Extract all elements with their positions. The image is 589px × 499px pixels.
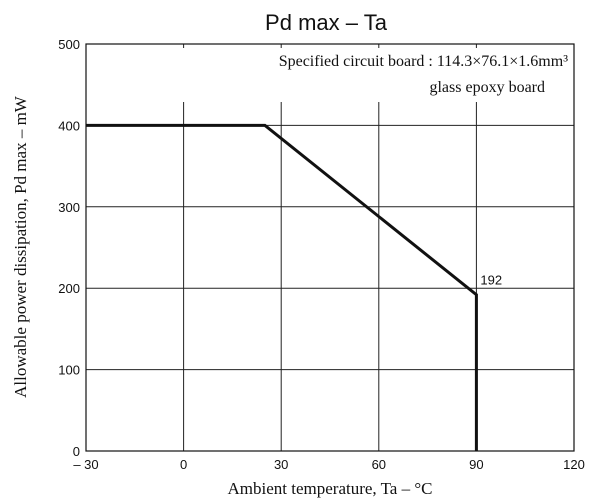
derating-curve bbox=[86, 123, 478, 451]
point-label-192: 192 bbox=[480, 273, 502, 288]
y-tick-labels: 0 100 200 300 400 500 bbox=[58, 37, 80, 459]
annotation-background bbox=[180, 48, 572, 102]
y-tick-label: 200 bbox=[58, 281, 80, 296]
x-tick-label: 60 bbox=[372, 457, 386, 472]
y-tick-label: 300 bbox=[58, 200, 80, 215]
board-spec-line2: glass epoxy board bbox=[429, 79, 545, 96]
series-layer bbox=[86, 123, 478, 451]
x-tick-labels: – 30 0 30 60 90 120 bbox=[73, 457, 585, 472]
y-tick-label: 400 bbox=[58, 118, 80, 133]
x-tick-label: 0 bbox=[180, 457, 187, 472]
x-axis-label: Ambient temperature, Ta – °C bbox=[228, 479, 433, 498]
x-tick-label: 30 bbox=[274, 457, 288, 472]
plot-frame bbox=[85, 43, 575, 452]
x-tick-label: – 30 bbox=[73, 457, 98, 472]
y-axis-label: Allowable power dissipation, Pd max – mW bbox=[11, 95, 30, 398]
board-spec-line1: Specified circuit board : 114.3×76.1×1.6… bbox=[279, 53, 569, 70]
y-tick-label: 100 bbox=[58, 363, 80, 378]
x-tick-label: 90 bbox=[469, 457, 483, 472]
chart-title: Pd max – Ta bbox=[265, 10, 388, 35]
y-tick-label: 0 bbox=[73, 444, 80, 459]
x-tick-label: 120 bbox=[563, 457, 585, 472]
grid bbox=[86, 44, 574, 451]
y-tick-label: 500 bbox=[58, 37, 80, 52]
